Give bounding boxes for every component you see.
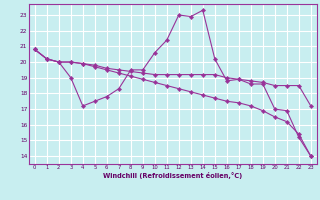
X-axis label: Windchill (Refroidissement éolien,°C): Windchill (Refroidissement éolien,°C) xyxy=(103,172,243,179)
